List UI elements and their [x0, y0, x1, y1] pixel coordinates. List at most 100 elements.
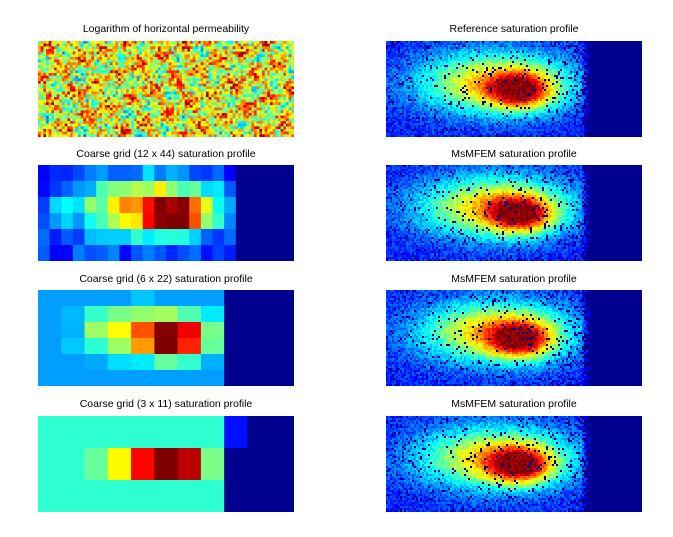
field-cell — [283, 131, 287, 135]
field-cell — [152, 99, 156, 103]
field-cell — [107, 115, 111, 119]
field-cell — [466, 49, 469, 52]
field-cell — [131, 322, 155, 339]
field-cell — [600, 45, 603, 48]
field-cell — [177, 322, 202, 339]
field-cell — [288, 121, 292, 124]
field-cell — [102, 59, 105, 63]
field-cell — [166, 113, 169, 116]
field-cell — [602, 41, 605, 44]
field-cell — [158, 134, 161, 137]
field-cell — [160, 94, 164, 98]
field-cell — [83, 118, 87, 122]
field-cell — [428, 45, 431, 48]
field-cell — [272, 131, 276, 135]
field-cell — [272, 59, 276, 63]
field-cell — [67, 97, 71, 100]
field-cell — [552, 59, 555, 62]
field-cell — [450, 57, 453, 60]
field-cell — [62, 102, 65, 106]
field-cell — [200, 416, 225, 449]
field-cell — [166, 91, 169, 95]
field-cell — [99, 107, 103, 111]
field-cell — [174, 123, 177, 127]
field-cell — [636, 59, 639, 62]
field-cell — [246, 102, 249, 106]
field-cell — [240, 102, 244, 106]
field-cell — [480, 49, 483, 52]
field-cell — [416, 51, 419, 54]
field-cell — [75, 131, 79, 135]
field-cell — [235, 83, 239, 87]
field-cell — [38, 131, 41, 135]
field-cell — [171, 43, 175, 47]
field-cell — [120, 51, 124, 55]
field-cell — [286, 46, 289, 50]
field-cell — [628, 55, 631, 58]
field-cell — [110, 86, 113, 90]
field-cell — [586, 49, 589, 52]
field-cell — [152, 123, 156, 127]
field-cell — [147, 99, 151, 103]
field-cell — [51, 110, 55, 114]
field-cell — [104, 105, 108, 108]
field-cell — [107, 65, 111, 68]
field-cell — [582, 51, 585, 54]
field-cell — [78, 59, 81, 63]
field-cell — [446, 59, 449, 62]
field-cell — [78, 113, 81, 116]
field-cell — [434, 47, 437, 50]
field-cell — [80, 110, 84, 114]
field-cell — [510, 49, 513, 52]
field-cell — [115, 89, 119, 92]
field-cell — [408, 41, 411, 44]
field-cell — [203, 65, 207, 68]
field-cell — [78, 89, 81, 92]
field-cell — [544, 57, 547, 60]
field-cell — [75, 83, 79, 87]
field-cell — [51, 59, 55, 63]
field-cell — [550, 47, 553, 50]
field-cell — [139, 49, 143, 52]
field-cell — [584, 53, 587, 56]
field-cell — [208, 118, 212, 122]
field-cell — [78, 123, 81, 127]
field-cell — [64, 73, 68, 76]
field-cell — [216, 91, 220, 95]
field-cell — [442, 59, 445, 62]
field-cell — [434, 57, 437, 60]
field-cell — [546, 41, 549, 44]
field-cell — [192, 46, 196, 50]
field-cell — [168, 83, 172, 87]
field-cell — [179, 43, 183, 47]
field-cell — [80, 73, 84, 76]
field-cell — [246, 121, 249, 124]
field-cell — [566, 57, 569, 60]
field-cell — [78, 67, 81, 71]
field-cell — [256, 126, 260, 130]
field-cell — [638, 59, 641, 62]
permeability-title: Logarithm of horizontal permeability — [38, 22, 294, 36]
field-cell — [190, 118, 193, 122]
field-cell — [184, 99, 188, 103]
field-cell — [94, 91, 97, 95]
field-cell — [171, 57, 175, 60]
field-cell — [238, 126, 241, 130]
field-cell — [123, 70, 127, 74]
field-cell — [102, 67, 105, 71]
field-cell — [152, 62, 156, 66]
field-cell — [160, 89, 164, 92]
field-cell — [139, 41, 143, 44]
field-cell — [166, 89, 169, 92]
field-cell — [554, 55, 557, 58]
field-cell — [600, 41, 603, 44]
field-cell — [212, 229, 225, 246]
field-cell — [203, 59, 207, 63]
field-cell — [267, 78, 271, 82]
field-cell — [118, 118, 121, 122]
field-cell — [59, 105, 63, 108]
field-cell — [64, 99, 68, 103]
field-cell — [248, 102, 252, 106]
field-cell — [88, 110, 92, 114]
field-cell — [243, 86, 247, 90]
